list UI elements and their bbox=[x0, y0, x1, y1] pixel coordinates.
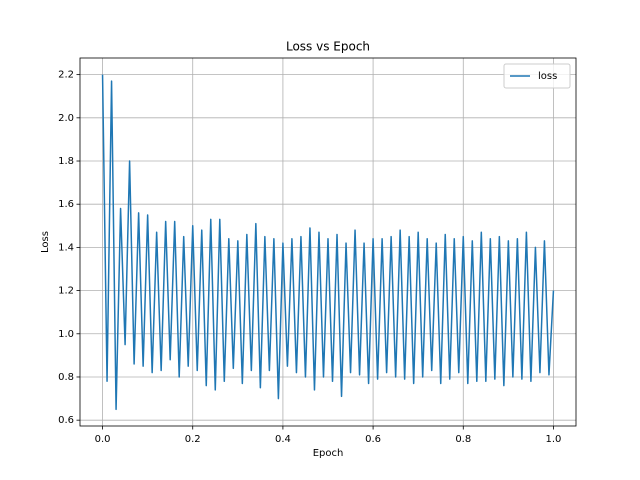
y-tick-label: 1.6 bbox=[58, 199, 74, 210]
y-tick-label: 1.4 bbox=[58, 242, 74, 253]
x-tick-label: 1.0 bbox=[546, 434, 562, 445]
y-tick-label: 0.8 bbox=[58, 372, 74, 383]
x-tick-label: 0.2 bbox=[185, 434, 201, 445]
y-tick-label: 2.0 bbox=[58, 113, 74, 124]
y-tick-label: 1.2 bbox=[58, 286, 74, 297]
axes-frame bbox=[79, 57, 577, 427]
x-tick-label: 0.4 bbox=[275, 434, 291, 445]
line-series bbox=[101, 74, 555, 411]
y-tick-label: 1.8 bbox=[58, 156, 74, 167]
x-axis-label: Epoch bbox=[313, 448, 344, 459]
x-tick-label: 0.0 bbox=[95, 434, 111, 445]
y-tick-label: 2.2 bbox=[58, 70, 74, 81]
y-axis-label: Loss bbox=[40, 231, 51, 253]
legend-label: loss bbox=[538, 71, 557, 82]
y-tick-label: 1.0 bbox=[58, 329, 74, 340]
x-tick-label: 0.8 bbox=[455, 434, 471, 445]
chart-title: Loss vs Epoch bbox=[286, 40, 370, 54]
legend-box bbox=[503, 63, 571, 89]
x-tick-label: 0.6 bbox=[365, 434, 381, 445]
y-tick-label: 0.6 bbox=[58, 415, 74, 426]
